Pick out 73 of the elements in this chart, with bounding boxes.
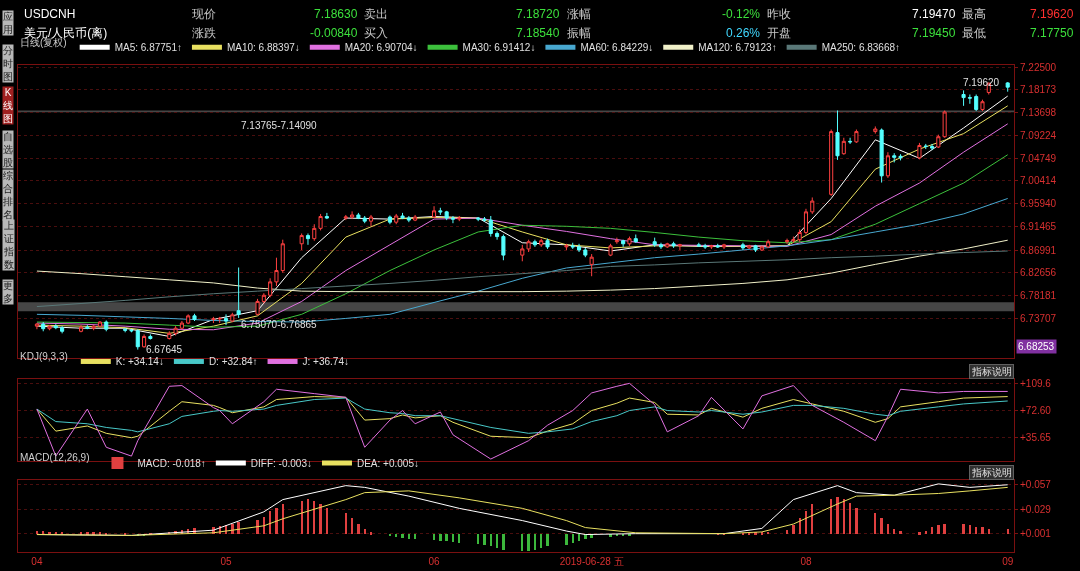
text: 涨跌	[192, 26, 216, 40]
text: 上证指数	[3, 220, 14, 270]
x-tick-label: 04	[31, 556, 43, 568]
x-tick-label: 05	[220, 556, 233, 568]
text: 最低	[962, 26, 986, 40]
y-tick-label: 7.22500	[1020, 61, 1057, 73]
text: 7.18540	[516, 26, 560, 40]
text: 指标说明	[971, 366, 1012, 377]
y-tick-label: 7.04749	[1020, 153, 1057, 165]
y-tick-label: 7.09224	[1020, 130, 1057, 142]
text: 开盘	[767, 26, 791, 40]
legend-title: MACD(12,26,9)	[20, 452, 90, 464]
x-tick-label: 08	[800, 556, 812, 568]
legend-label: MA10: 6.88397↓	[226, 42, 300, 54]
legend-label: J: +36.74↓	[302, 356, 349, 368]
y-tick-label: 7.18173	[1020, 84, 1057, 96]
legend-label: MA60: 6.84229↓	[580, 42, 654, 54]
text: -0.12%	[722, 7, 761, 21]
band-label: 7.13765-7.14090	[241, 120, 318, 131]
y-tick-label: +109.6	[1020, 378, 1052, 390]
y-tick-label: 6.73707	[1020, 312, 1057, 324]
text: 7.19620	[1030, 7, 1074, 21]
x-tick-label: 06	[428, 556, 441, 568]
legend-label: MACD: -0.018↑	[137, 457, 206, 469]
y-tick-label: 7.00414	[1020, 175, 1057, 187]
text: K线图	[3, 87, 13, 124]
x-tick-label: 2019-06-28 五	[559, 556, 624, 568]
text: 7.19470	[912, 7, 956, 21]
legend-label: MA30: 6.91412↓	[462, 42, 536, 54]
text: 买入	[364, 26, 388, 40]
y-tick-label: 6.78181	[1020, 289, 1057, 301]
annotation: 7.19620	[963, 77, 1000, 88]
text: 最高	[962, 7, 986, 21]
legend-label: MA20: 6.90704↓	[344, 42, 418, 54]
y-tick-label: +0.001	[1020, 528, 1052, 540]
x-tick-label: 09	[1002, 556, 1014, 568]
text: 指标说明	[971, 467, 1012, 478]
legend-label: MA250: 6.83668↑	[821, 42, 901, 54]
text: 综合排名	[3, 170, 13, 220]
text: 卖出	[364, 7, 388, 21]
text: 7.18630	[314, 7, 358, 21]
text: 振幅	[567, 26, 591, 40]
text: 0.26%	[726, 26, 761, 40]
legend-label: MA120: 6.79123↑	[698, 42, 777, 54]
text: 现价	[192, 7, 216, 21]
y-tick-label: 7.13698	[1020, 107, 1057, 119]
text: 分时图	[3, 45, 13, 82]
y-tick-label: 6.82656	[1020, 266, 1057, 278]
legend-label: K: +34.14↓	[115, 356, 164, 368]
annotation: 6.67645	[146, 344, 183, 355]
text: 7.17750	[1030, 26, 1074, 40]
text: 6.68253	[1018, 341, 1055, 352]
y-tick-label: +0.029	[1020, 503, 1052, 515]
text: 昨收	[767, 7, 791, 21]
y-tick-label: 6.91465	[1020, 221, 1057, 233]
text: 自选股	[3, 131, 13, 168]
text: 涨幅	[567, 7, 591, 21]
text: 更多	[3, 280, 13, 304]
text: -0.00840	[310, 26, 358, 40]
y-tick-label: +72.60	[1020, 405, 1052, 417]
legend-label: DIFF: -0.003↓	[250, 457, 312, 469]
legend-label: DEA: +0.005↓	[356, 457, 419, 469]
y-tick-label: 6.95940	[1020, 198, 1057, 210]
text: 应用	[3, 11, 13, 35]
y-tick-label: +35.65	[1020, 432, 1052, 444]
y-tick-label: +0.057	[1020, 479, 1052, 491]
text: USDCNH	[24, 7, 76, 21]
band-label: 6.75070-6.76865	[241, 319, 318, 330]
y-tick-label: 6.86991	[1020, 244, 1057, 256]
legend-label: D: +32.84↑	[208, 356, 258, 368]
legend-label: MA5: 6.87751↑	[114, 42, 182, 54]
text: 7.19450	[912, 26, 956, 40]
text: 7.18720	[516, 7, 560, 21]
